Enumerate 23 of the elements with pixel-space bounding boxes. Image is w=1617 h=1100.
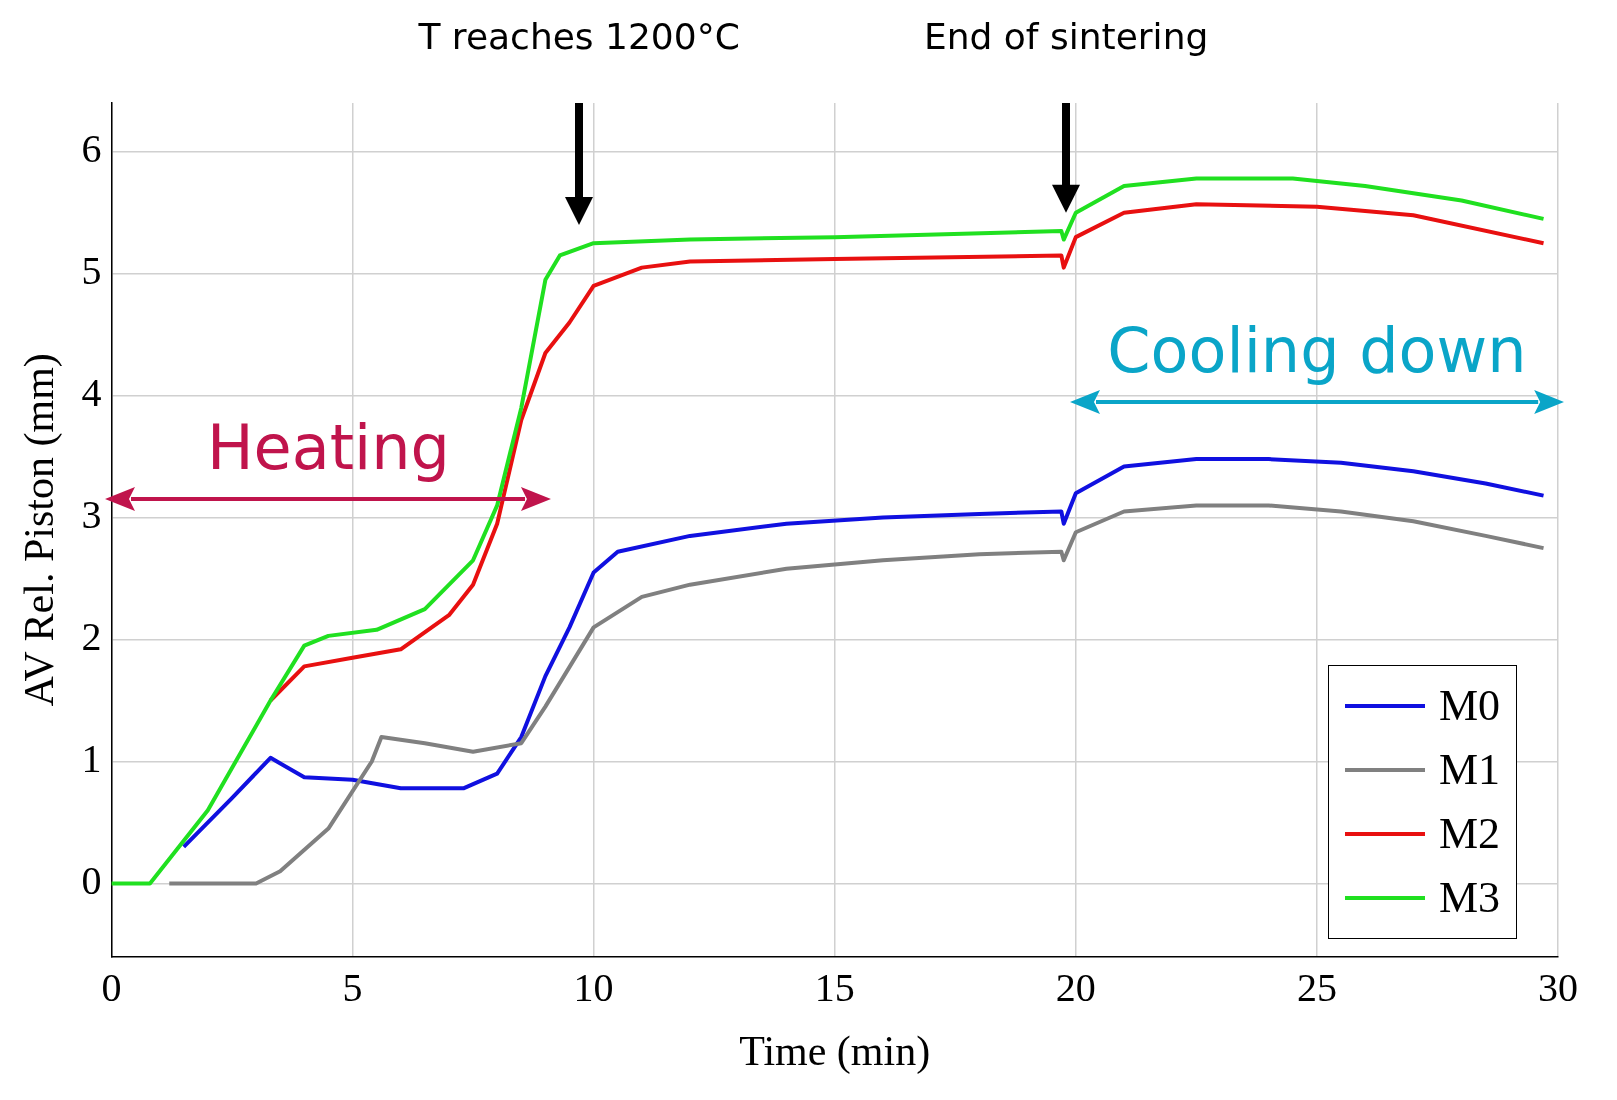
x-tick-label: 20	[1055, 965, 1096, 1011]
y-tick-label: 1	[81, 735, 102, 781]
legend-label: M2	[1439, 808, 1501, 860]
x-tick-label: 5	[342, 965, 363, 1011]
text: T reaches 1200°C	[418, 16, 740, 57]
y-tick-label: 0	[81, 857, 102, 903]
legend-label: M3	[1439, 872, 1501, 924]
text: End of sintering	[923, 16, 1209, 57]
x-tick-label: 10	[573, 965, 614, 1011]
y-tick-label: 3	[81, 492, 102, 538]
x-axis-title: Time (min)	[739, 1027, 931, 1075]
annotation: Cooling down	[1107, 313, 1527, 387]
y-axis-title: AV Rel. Piston (mm)	[16, 353, 64, 707]
legend-label: M1	[1439, 744, 1501, 796]
x-tick-label: 30	[1538, 965, 1578, 1011]
annotation: Heating	[206, 411, 450, 485]
x-tick-label: 15	[814, 965, 855, 1011]
y-tick-label: 6	[81, 126, 102, 172]
y-tick-label: 5	[81, 248, 102, 294]
y-tick-label: 2	[81, 614, 102, 660]
legend-label: M0	[1439, 680, 1501, 732]
x-tick-label: 25	[1296, 965, 1337, 1011]
y-tick-label: 4	[81, 370, 102, 416]
